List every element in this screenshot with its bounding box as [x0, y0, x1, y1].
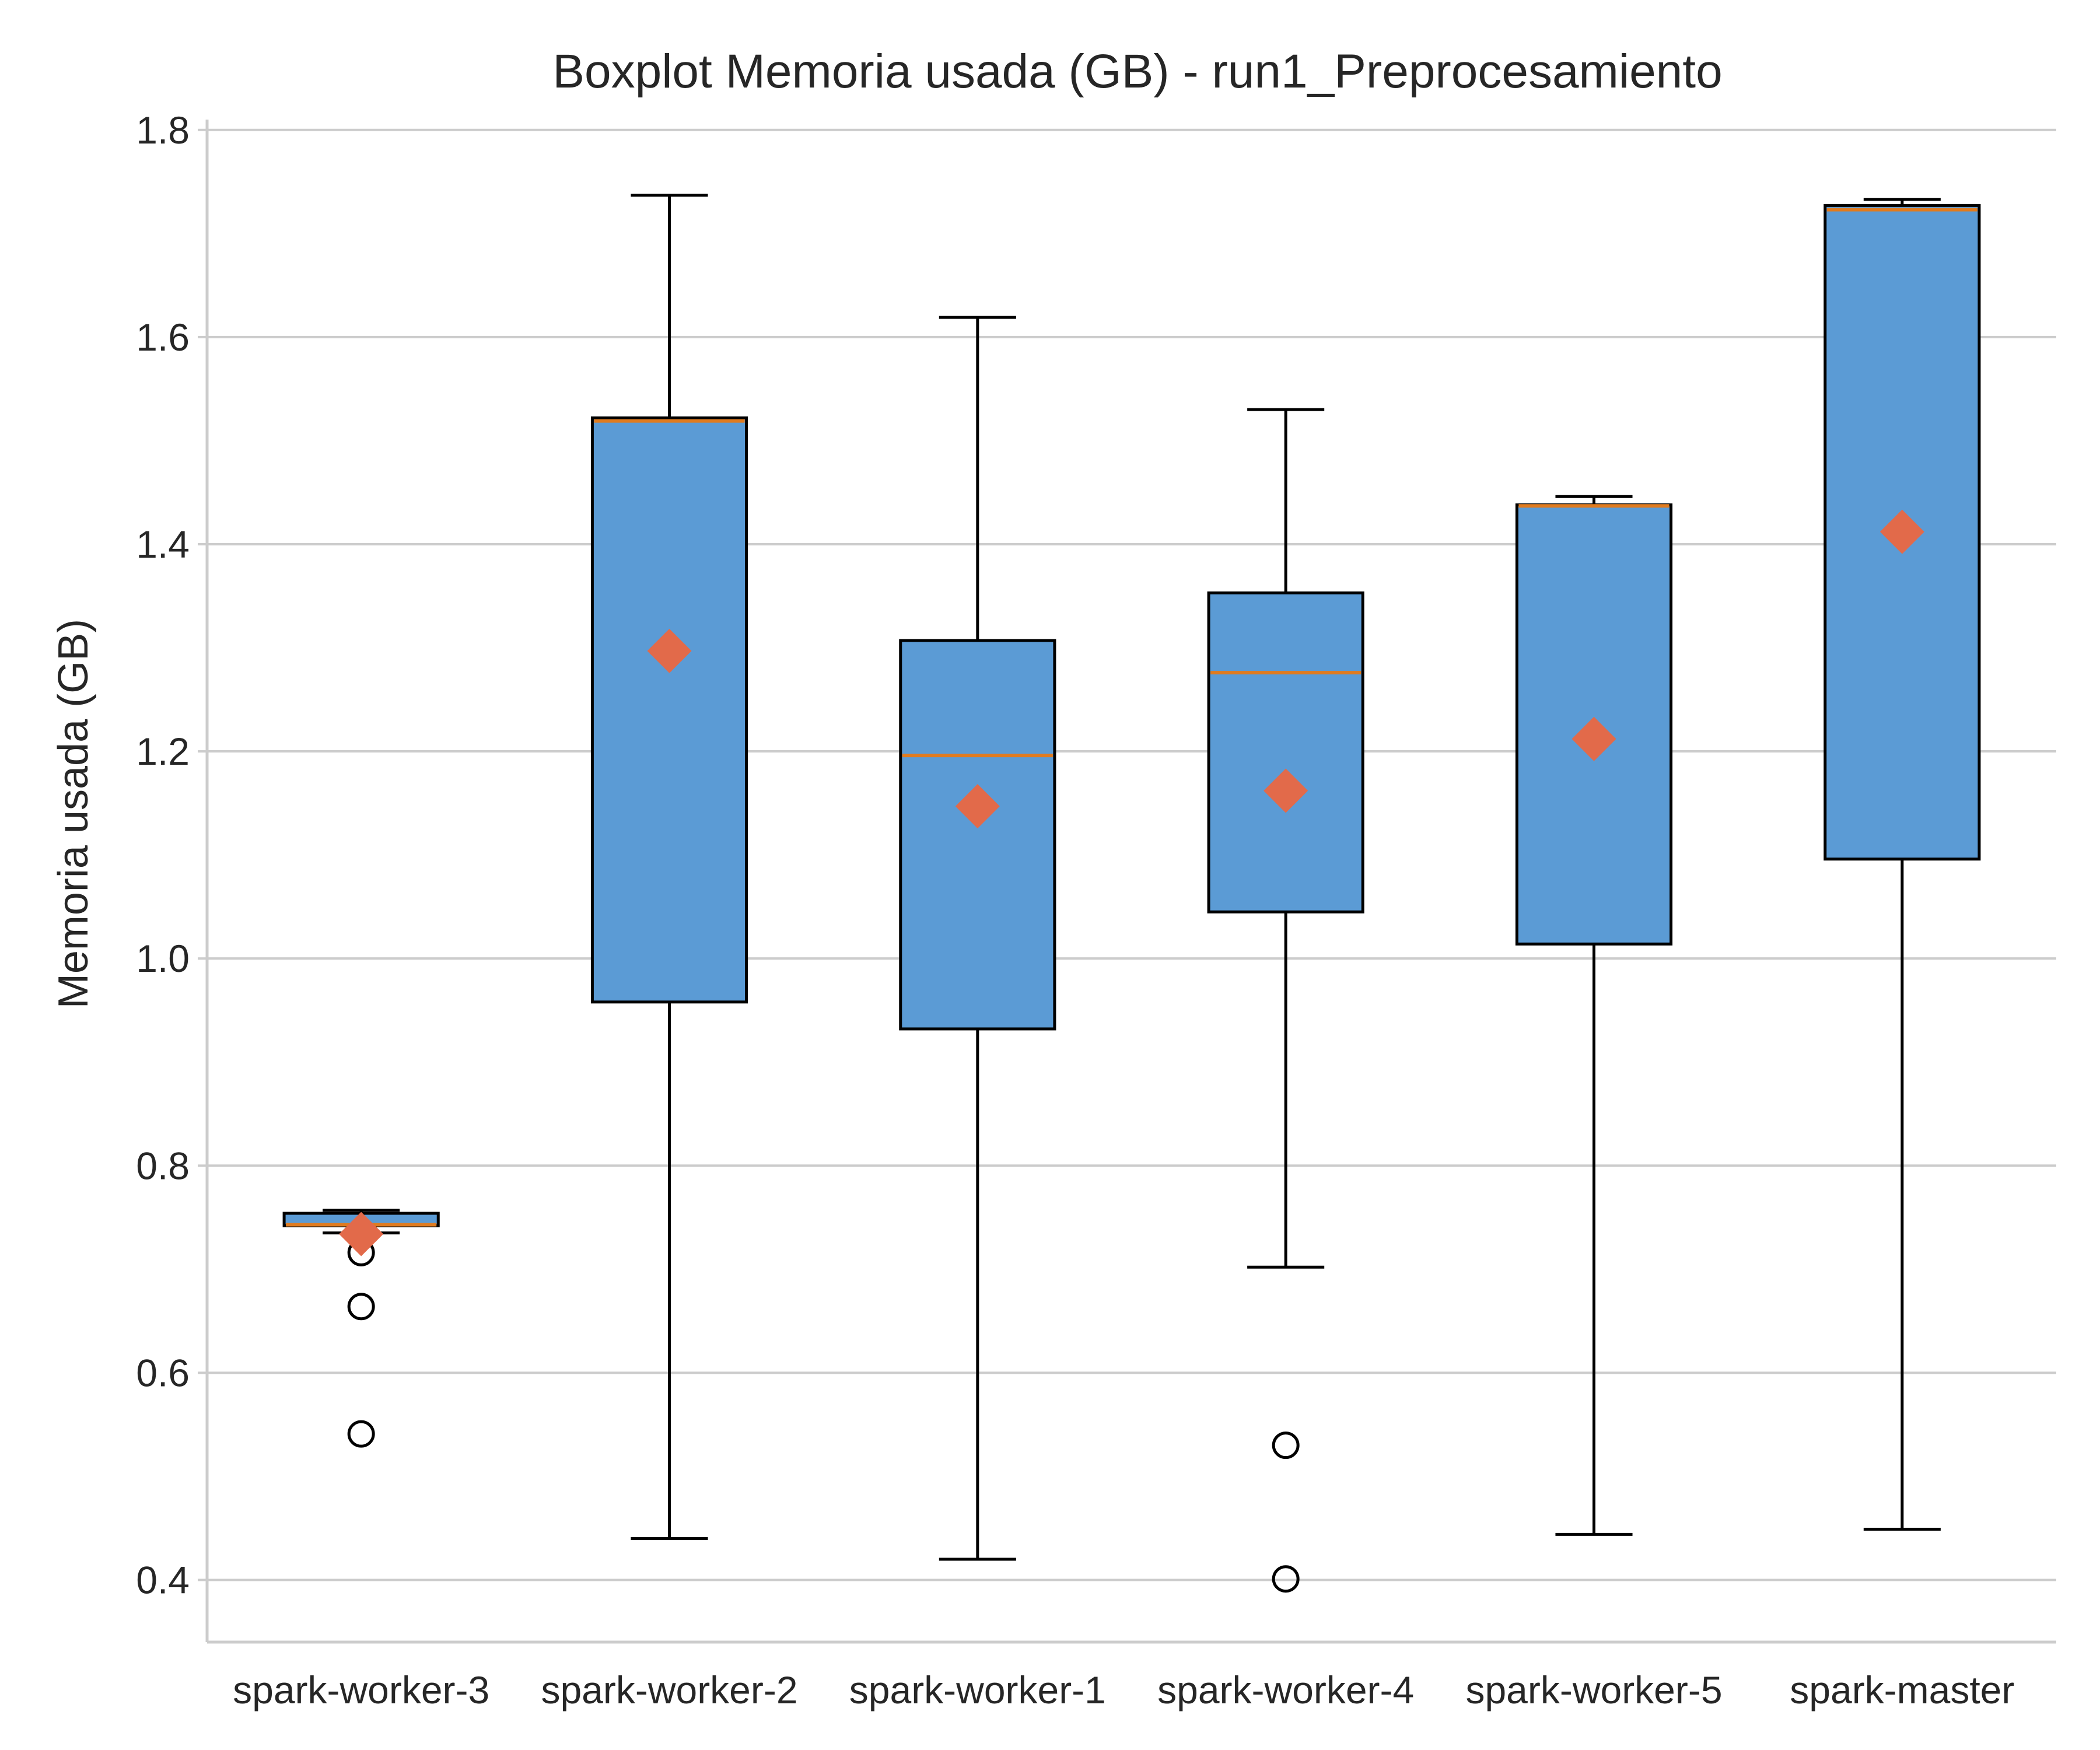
mean-marker	[339, 1212, 384, 1256]
box-spark-worker-3	[282, 1209, 440, 1448]
y-tick-label: 1.2	[136, 730, 190, 773]
y-tick-label: 1.4	[136, 523, 190, 566]
chart-title: Boxplot Memoria usada (GB) - run1_Prepro…	[552, 45, 1722, 98]
gridlines	[207, 128, 2056, 1581]
y-tick-label: 0.4	[136, 1558, 190, 1601]
y-tick-label: 1.8	[136, 108, 190, 152]
x-axis-ticks: spark-worker-3 spark-worker-2 spark-worker…	[233, 1668, 2014, 1712]
box-iqr	[590, 416, 748, 1004]
outlier-point	[1272, 1432, 1300, 1460]
box-iqr	[899, 639, 1056, 1031]
y-axis-label: Memoria usada (GB)	[50, 619, 97, 1009]
box-spark-worker-1	[899, 316, 1056, 1561]
y-tick-label: 1.6	[136, 316, 190, 359]
box-spark-worker-5	[1515, 495, 1673, 1536]
mean-marker	[1264, 768, 1308, 813]
mean-marker	[1572, 716, 1616, 761]
mean-marker	[647, 628, 692, 673]
mean-marker	[1880, 509, 1924, 554]
boxes	[282, 194, 1981, 1593]
box-iqr	[1207, 591, 1364, 914]
x-tick-label: spark-worker-2	[541, 1668, 797, 1712]
y-tick-label: 0.8	[136, 1144, 190, 1187]
x-tick-label: spark-worker-1	[849, 1668, 1106, 1712]
box-spark-master	[1824, 198, 1981, 1531]
x-tick-label: spark-worker-4	[1157, 1668, 1414, 1712]
y-tick-label: 1.0	[136, 937, 190, 980]
mean-marker	[955, 784, 1000, 829]
y-axis-ticks: 0.4 0.6 0.8 1.0 1.2 1.4 1.6 1.8	[136, 108, 207, 1601]
box-spark-worker-2	[590, 194, 748, 1540]
outlier-point	[1272, 1565, 1300, 1593]
x-tick-label: spark-master	[1790, 1668, 2014, 1712]
outlier-point	[347, 1293, 375, 1321]
y-tick-label: 0.6	[136, 1351, 190, 1394]
x-tick-label: spark-worker-5	[1465, 1668, 1722, 1712]
outlier-point	[347, 1420, 375, 1448]
box-spark-worker-4	[1207, 408, 1364, 1593]
x-tick-label: spark-worker-3	[233, 1668, 489, 1712]
